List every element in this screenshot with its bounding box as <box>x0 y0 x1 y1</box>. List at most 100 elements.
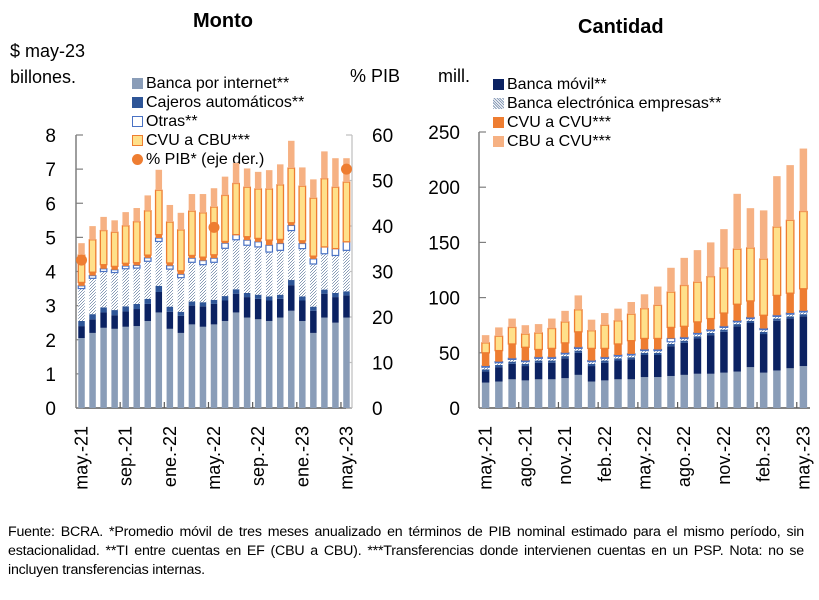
bar-segment-cajeros <box>144 298 152 304</box>
bar-segment-banca-electronica <box>680 338 688 341</box>
bar-segment-cbu-cvu <box>759 210 768 259</box>
bar-ago.-22 <box>679 257 689 408</box>
bar-segment-cvu-cvu <box>122 263 129 267</box>
bar-segment-cvu-cvu <box>786 293 794 314</box>
bar-segment-banca-internet <box>667 375 675 408</box>
bar-segment-cvu-cvu <box>111 266 118 270</box>
bar-segment-otras <box>799 310 808 313</box>
cantidad-y-axis-label: mill. <box>438 66 470 86</box>
bar-segment-otras <box>494 361 504 364</box>
bar-segment-cbu-cvu <box>521 325 530 335</box>
bar-segment-cvu-cvu <box>188 255 196 259</box>
bar-segment-cajeros <box>534 360 543 363</box>
bar-segment-banca-electronica <box>232 239 240 290</box>
bar-segment-banca-electronica <box>78 288 85 321</box>
bar-segment-banca-movil <box>232 293 240 313</box>
bar-segment-banca-internet <box>495 381 503 408</box>
bar-segment-cajeros <box>221 296 229 301</box>
bar-segment-banca-internet <box>276 317 284 408</box>
bar-segment-cbu-cvu <box>561 310 569 322</box>
bar-segment-banca-electronica <box>254 246 262 295</box>
bar-segment-banca-electronica <box>100 271 107 308</box>
bar-segment-cbu-cvu <box>221 176 229 196</box>
bar-may.-21 <box>77 243 86 408</box>
bar-segment-banca-movil <box>614 360 622 380</box>
chart-title-cantidad: Cantidad <box>578 16 664 38</box>
bar-segment-banca-movil <box>321 293 328 318</box>
bar-segment-banca-movil <box>574 352 583 375</box>
bar-segment-cvu-cvu <box>759 315 768 329</box>
bar-dic.-22 <box>287 140 296 408</box>
bar-segment-cajeros <box>343 291 350 296</box>
bar-abr.-22 <box>199 194 207 408</box>
bar-segment-banca-movil <box>133 309 140 327</box>
bar-segment-cvu-cvu <box>481 352 490 367</box>
bar-segment-cbu-cvu <box>155 169 163 191</box>
bar-segment-cvu-cvu <box>310 256 317 259</box>
bar-dic.-21 <box>573 295 583 408</box>
bar-segment-cbu-cvu <box>232 162 240 184</box>
bar-segment-cvu-cbu <box>287 167 296 224</box>
monto-y-right-axis-label: % PIB <box>350 66 401 86</box>
bar-segment-cvu-cbu <box>188 210 196 257</box>
bar-segment-cbu-cvu <box>288 140 295 169</box>
x-tick-label: ene.-22 <box>160 426 180 487</box>
bar-segment-banca-movil <box>693 338 702 374</box>
bar-segment-cvu-cbu <box>719 267 729 314</box>
bar-segment-cbu-cvu <box>188 194 196 212</box>
bar-segment-otras <box>653 348 663 352</box>
bar-segment-banca-movil <box>221 300 229 321</box>
bar-segment-cvu-cvu <box>243 236 251 241</box>
bar-segment-banca-internet <box>720 372 728 408</box>
bar-segment-cajeros <box>548 360 556 363</box>
bar-segment-cvu-cbu <box>573 309 583 333</box>
bar-segment-banca-internet <box>733 371 741 408</box>
legend-label: Otras** <box>146 113 198 130</box>
bar-segment-cvu-cbu <box>110 231 119 268</box>
bar-segment-banca-electronica <box>210 262 218 300</box>
legend-label: CBU a CVU*** <box>507 133 612 150</box>
bar-segment-otras <box>342 241 351 251</box>
legend-label: CVU a CBU*** <box>146 132 251 149</box>
bar-segment-banca-electronica <box>199 264 207 303</box>
bar-segment-banca-movil <box>243 297 251 318</box>
bar-segment-banca-internet <box>332 322 339 408</box>
bar-jun.-22 <box>653 286 663 408</box>
x-tick-label: may.-23 <box>336 426 356 490</box>
bar-segment-otras <box>110 269 119 274</box>
bar-segment-cvu-cbu <box>265 188 274 241</box>
bar-segment-banca-movil <box>680 342 688 375</box>
bar-may.-23 <box>342 158 351 408</box>
bar-segment-otras <box>143 257 152 262</box>
bar-segment-otras <box>666 337 676 343</box>
bar-segment-cajeros <box>122 306 129 312</box>
bar-segment-cvu-cbu <box>132 221 141 264</box>
legend-label: Banca por internet** <box>146 75 290 92</box>
bar-segment-banca-movil <box>759 334 768 373</box>
bar-segment-cvu-cvu <box>706 318 715 330</box>
bar-segment-cajeros <box>786 316 794 319</box>
bar-segment-banca-movil <box>508 363 516 380</box>
bar-segment-cajeros <box>587 363 596 367</box>
bar-segment-cajeros <box>720 329 728 332</box>
x-tick-label: sep.-21 <box>116 426 136 486</box>
bar-segment-banca-movil <box>746 322 755 368</box>
bar-segment-cvu-cvu <box>627 340 636 354</box>
bar-segment-cajeros <box>321 289 328 294</box>
bar-segment-cbu-cvu <box>786 165 794 221</box>
bar-segment-otras <box>640 348 649 352</box>
bar-jul.-22 <box>232 162 240 408</box>
bar-segment-otras <box>265 244 274 253</box>
x-tick-label: may.-21 <box>72 426 92 490</box>
bar-segment-banca-electronica <box>614 356 622 359</box>
bar-segment-banca-movil <box>89 319 96 333</box>
bar-segment-banca-electronica <box>111 272 118 311</box>
bar-segment-cvu-cvu <box>587 348 596 361</box>
bar-abr.-23 <box>331 158 340 408</box>
bar-segment-cbu-cvu <box>614 308 622 321</box>
bar-segment-banca-electronica <box>601 358 609 361</box>
bar-ene.-22 <box>165 204 174 408</box>
bar-segment-banca-internet <box>786 368 794 408</box>
bar-segment-cvu-cvu <box>299 240 306 244</box>
cantidad-chart: 0 50 100 150 200 250 may.-21 ago.-21 nov.-21 feb.… <box>428 123 813 490</box>
